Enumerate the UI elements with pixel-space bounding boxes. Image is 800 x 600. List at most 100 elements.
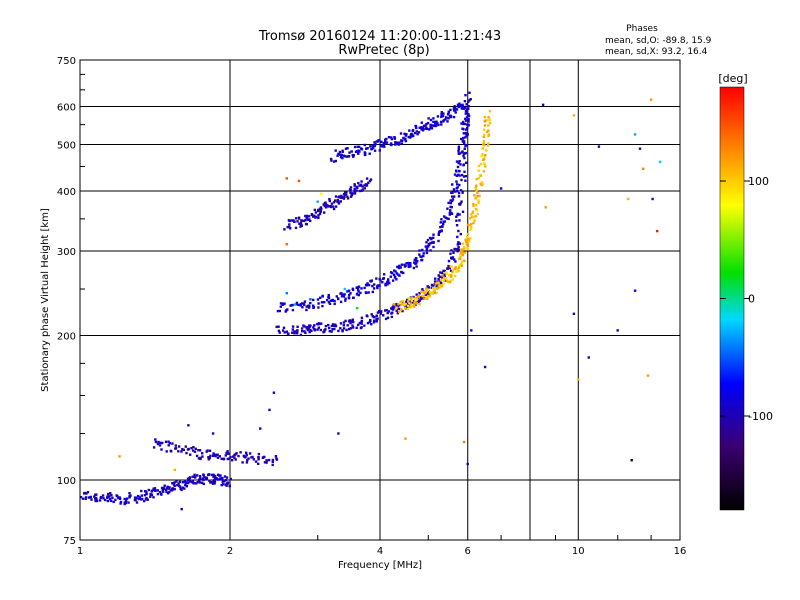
data-point bbox=[109, 499, 113, 503]
data-point bbox=[332, 201, 336, 204]
data-point bbox=[384, 284, 387, 287]
data-point bbox=[302, 219, 306, 223]
data-point bbox=[177, 445, 181, 448]
data-point bbox=[295, 301, 299, 305]
data-point bbox=[174, 447, 178, 450]
data-point bbox=[340, 153, 343, 157]
data-point bbox=[455, 247, 458, 251]
data-point bbox=[201, 481, 204, 484]
data-point bbox=[453, 247, 456, 251]
data-point bbox=[239, 451, 242, 454]
data-point bbox=[327, 293, 330, 297]
data-point bbox=[356, 307, 359, 310]
data-point bbox=[436, 122, 439, 125]
data-point bbox=[300, 219, 304, 222]
data-point bbox=[468, 91, 471, 94]
data-point bbox=[353, 183, 356, 186]
data-point bbox=[192, 481, 195, 485]
data-point bbox=[375, 319, 379, 322]
data-point bbox=[150, 490, 154, 493]
data-point bbox=[339, 327, 342, 330]
data-point bbox=[437, 277, 440, 281]
data-point bbox=[167, 444, 170, 447]
data-point bbox=[343, 193, 347, 196]
data-point bbox=[400, 139, 403, 142]
data-point bbox=[220, 478, 223, 481]
data-point bbox=[275, 325, 278, 329]
data-point bbox=[208, 479, 211, 482]
data-point bbox=[259, 427, 262, 430]
data-point bbox=[212, 452, 215, 455]
data-point bbox=[313, 327, 316, 331]
data-point bbox=[469, 217, 472, 220]
data-point bbox=[421, 290, 424, 294]
data-point bbox=[294, 217, 298, 220]
data-point bbox=[421, 294, 424, 298]
data-point bbox=[301, 330, 304, 333]
data-point bbox=[363, 187, 366, 190]
data-point bbox=[487, 116, 490, 119]
data-point bbox=[158, 490, 162, 494]
data-point bbox=[375, 140, 378, 143]
data-point bbox=[453, 109, 457, 112]
data-point bbox=[319, 206, 323, 209]
data-point bbox=[466, 235, 469, 239]
data-point bbox=[297, 217, 301, 220]
data-point bbox=[383, 142, 387, 145]
data-point bbox=[342, 324, 345, 327]
data-point bbox=[487, 142, 490, 145]
data-point bbox=[433, 288, 436, 291]
data-point bbox=[482, 135, 485, 138]
data-point bbox=[106, 496, 109, 499]
data-point bbox=[455, 108, 459, 111]
data-point bbox=[487, 133, 491, 136]
data-point bbox=[299, 304, 302, 307]
data-point bbox=[367, 291, 370, 294]
data-point bbox=[440, 225, 444, 228]
data-point bbox=[460, 178, 463, 182]
data-point bbox=[393, 137, 397, 140]
data-point bbox=[244, 456, 247, 459]
data-point bbox=[456, 103, 460, 106]
data-point bbox=[456, 190, 459, 193]
data-point bbox=[464, 179, 467, 182]
data-point bbox=[400, 271, 403, 274]
data-point bbox=[347, 155, 350, 158]
data-point bbox=[145, 492, 148, 496]
data-point bbox=[356, 145, 359, 148]
data-point bbox=[458, 174, 461, 177]
data-point bbox=[290, 219, 293, 222]
data-point bbox=[343, 287, 346, 291]
data-point bbox=[415, 301, 419, 305]
data-point bbox=[229, 456, 232, 459]
data-point bbox=[408, 129, 411, 132]
colorbar-tick-label: -100 bbox=[748, 410, 773, 423]
data-point bbox=[461, 210, 465, 213]
data-point bbox=[426, 288, 430, 291]
data-point bbox=[286, 308, 289, 311]
data-point bbox=[467, 105, 470, 108]
data-point bbox=[114, 498, 117, 502]
data-point bbox=[349, 321, 352, 325]
data-point bbox=[437, 239, 440, 243]
data-point bbox=[166, 492, 170, 495]
data-point bbox=[447, 259, 451, 263]
data-point bbox=[356, 288, 360, 291]
data-point bbox=[348, 188, 352, 191]
data-point bbox=[306, 305, 310, 308]
data-point bbox=[357, 323, 360, 327]
data-point bbox=[310, 213, 314, 216]
data-point bbox=[406, 298, 409, 302]
data-point bbox=[231, 459, 234, 462]
data-point bbox=[354, 150, 358, 153]
data-point bbox=[276, 309, 280, 313]
data-point bbox=[630, 459, 633, 462]
data-point bbox=[422, 124, 426, 127]
data-point bbox=[487, 134, 490, 138]
data-point bbox=[355, 189, 358, 192]
data-point bbox=[143, 499, 146, 503]
data-point bbox=[173, 488, 176, 491]
x-tick-label: 1 bbox=[77, 546, 83, 557]
data-point bbox=[439, 221, 442, 224]
x-tick-label: 6 bbox=[465, 546, 471, 557]
